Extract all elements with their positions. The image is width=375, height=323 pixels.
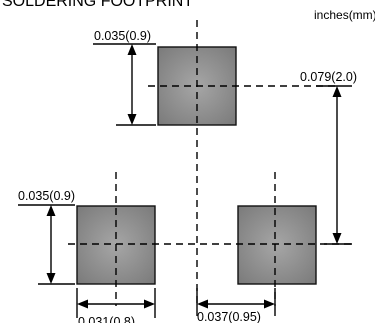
units-label: inches(mm)	[314, 8, 375, 22]
dimension-label-vertical-pitch: 0.079(2.0)	[300, 70, 357, 84]
dimension-label-pad-width: 0.031(0.8)	[78, 315, 135, 323]
diagram-title: SOLDERING FOOTPRINT	[2, 0, 193, 10]
dimension-label-horizontal-gap: 0.037(0.95)	[197, 310, 261, 323]
dimension-vertical-pitch: 0.079(2.0)	[300, 70, 357, 245]
dimension-top-pad-height: 0.035(0.9)	[93, 29, 156, 126]
dimension-label-top-pad-height: 0.035(0.9)	[94, 29, 151, 43]
pad-bottom-right	[237, 205, 317, 285]
dimension-left-pad-height: 0.035(0.9)	[18, 189, 75, 285]
dimension-label-left-pad-height: 0.035(0.9)	[18, 189, 75, 203]
dimension-horizontal-gap: 0.037(0.95)	[196, 288, 276, 323]
dimension-pad-width: 0.031(0.8)	[76, 288, 156, 323]
